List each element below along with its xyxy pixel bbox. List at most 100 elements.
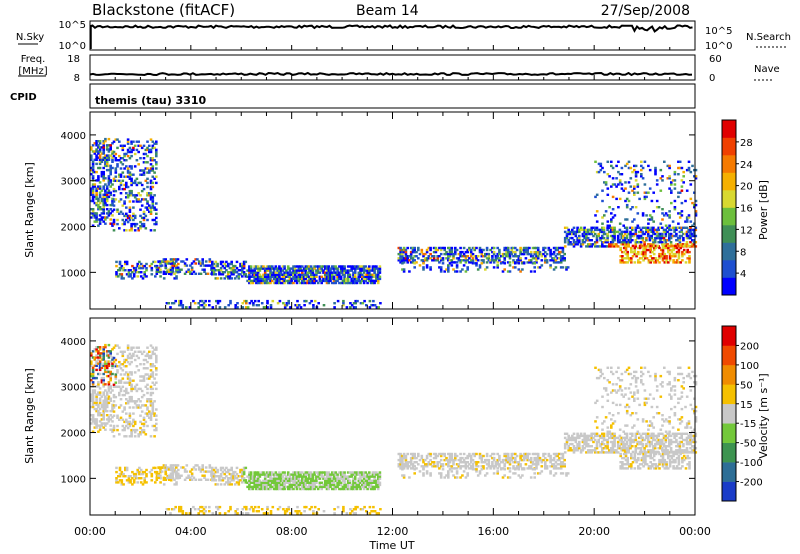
velocity-cell (104, 364, 107, 367)
velocity-cell (112, 385, 116, 388)
velocity-cell (336, 477, 339, 480)
power-cell (611, 234, 615, 238)
power-cell (503, 246, 506, 250)
power-cell (661, 243, 664, 246)
velocity-cell (208, 466, 212, 469)
velocity-cell (409, 456, 413, 460)
power-cell (189, 264, 192, 267)
power-cell (621, 259, 624, 262)
power-cell (643, 191, 647, 194)
power-cell (615, 197, 618, 201)
velocity-cell (137, 433, 140, 436)
velocity-cell (482, 467, 485, 470)
velocity-cell (118, 360, 121, 364)
velocity-cell (263, 485, 267, 489)
power-cell (93, 183, 97, 186)
power-cell (325, 271, 329, 274)
velocity-cell (258, 483, 262, 487)
velocity-cell (104, 368, 107, 372)
velocity-cell (332, 477, 336, 480)
velocity-cell (90, 395, 93, 398)
velocity-cell (97, 391, 100, 394)
power-cell (371, 279, 375, 283)
velocity-cell (155, 472, 159, 475)
velocity-cell (519, 456, 522, 460)
power-cell (691, 228, 694, 232)
velocity-cell (371, 475, 375, 478)
power-cell (638, 244, 642, 248)
power-cell (413, 255, 416, 258)
power-cell (155, 181, 158, 185)
power-cell (459, 252, 462, 256)
power-cell (545, 252, 549, 256)
power-cell (150, 269, 154, 272)
power-cell (637, 252, 640, 256)
power-cell (91, 144, 95, 147)
velocity-cell (125, 389, 128, 393)
power-cell (454, 252, 457, 256)
power-cell (661, 246, 665, 250)
power-cell (150, 273, 154, 276)
velocity-cell (128, 406, 132, 409)
velocity-cell (109, 372, 112, 376)
velocity-cell (297, 477, 301, 480)
velocity-cell (411, 467, 415, 470)
velocity-cell (452, 458, 455, 462)
power-cell (278, 269, 281, 272)
power-cell (669, 234, 673, 238)
power-cell (95, 179, 98, 182)
power-cell (212, 262, 216, 266)
power-cell (649, 255, 652, 258)
velocity-cell (126, 381, 130, 384)
power-cell (448, 259, 452, 262)
velocity-cell (105, 401, 109, 405)
velocity-cell (203, 476, 206, 479)
power-cell (160, 264, 164, 267)
power-cell (429, 257, 432, 260)
power-cell (634, 206, 638, 209)
velocity-cell (362, 483, 366, 487)
power-cell (585, 230, 588, 234)
power-cell (93, 214, 97, 217)
velocity-cell (274, 483, 278, 487)
velocity-cell (150, 468, 154, 472)
power-cell (148, 194, 151, 197)
power-cell (565, 232, 569, 236)
power-cell (290, 281, 293, 285)
velocity-cell (301, 477, 304, 480)
power-cell (104, 162, 107, 166)
power-cell (625, 243, 629, 246)
velocity-cell (91, 430, 95, 433)
power-cell (583, 230, 586, 234)
power-cell (278, 277, 281, 281)
power-cell (286, 281, 290, 285)
power-cell (371, 269, 375, 272)
power-cell (138, 260, 141, 264)
power-cell (647, 191, 650, 194)
velocity-cell (269, 510, 273, 513)
power-cell (649, 259, 652, 262)
power-cell (104, 201, 107, 205)
power-cell (647, 244, 651, 248)
power-cell (681, 259, 684, 262)
velocity-cell (294, 510, 297, 513)
velocity-cell (90, 418, 93, 421)
noise-line (89, 24, 693, 49)
power-cell (672, 259, 675, 262)
power-cell (226, 275, 230, 278)
velocity-cell (341, 479, 345, 482)
power-cell (116, 218, 119, 222)
power-cell (298, 304, 301, 307)
power-cell (669, 236, 673, 240)
power-cell (687, 216, 691, 219)
velocity-cell (93, 348, 97, 351)
velocity-cell (242, 470, 246, 474)
power-cell (352, 267, 355, 270)
power-cell (114, 152, 118, 156)
velocity-cell (286, 471, 290, 474)
power-cell (688, 255, 691, 258)
power-cell (571, 243, 574, 246)
velocity-cell (425, 463, 429, 466)
power-cell (295, 281, 299, 285)
velocity-cell (175, 483, 178, 486)
